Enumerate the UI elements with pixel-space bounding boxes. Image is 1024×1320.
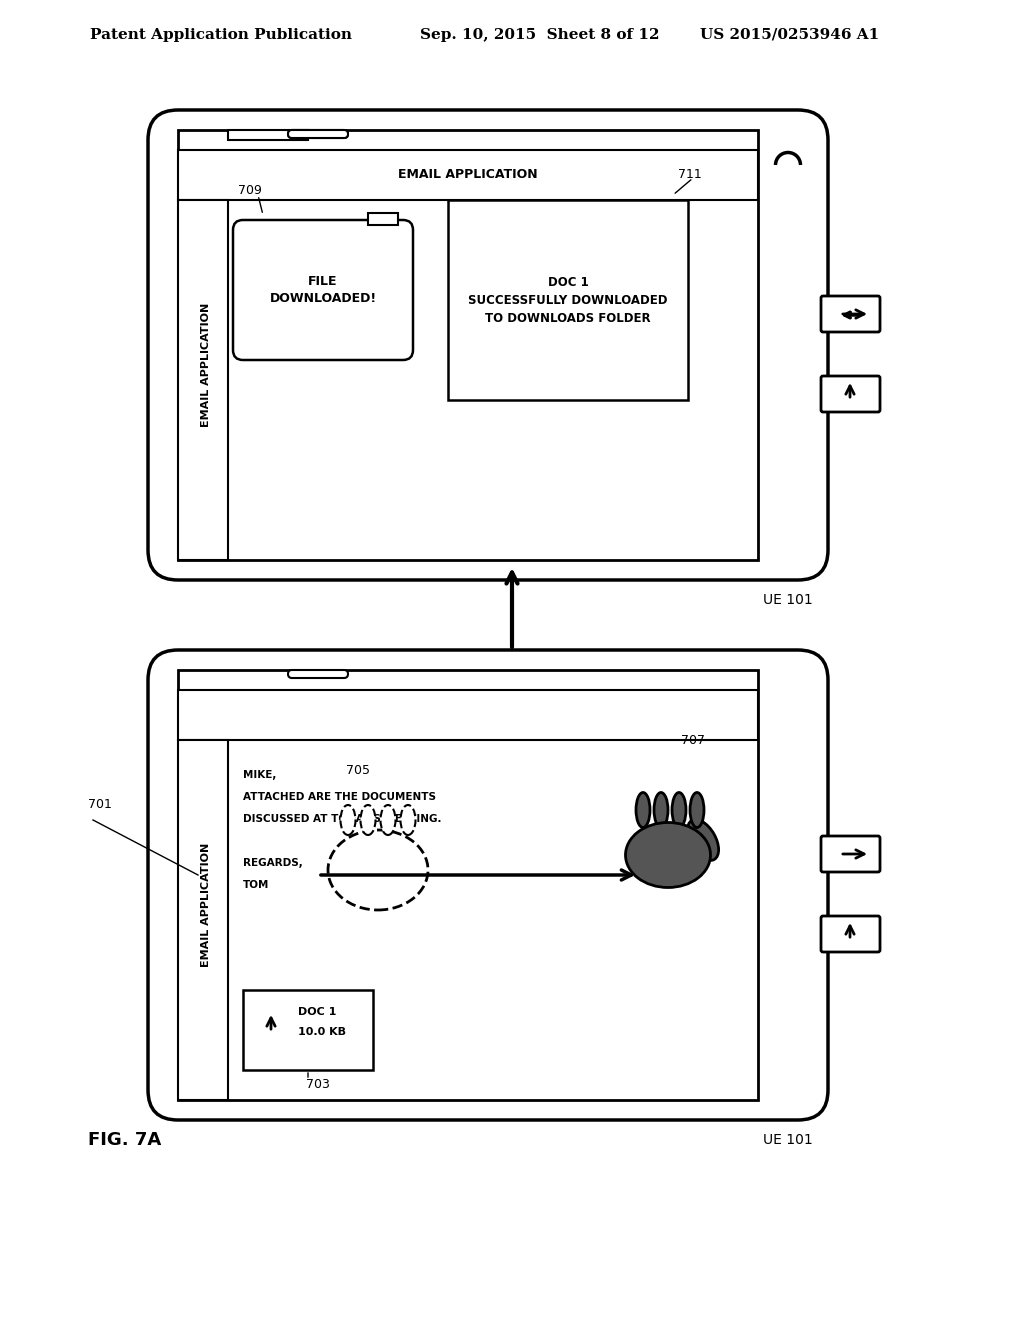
- Ellipse shape: [400, 805, 416, 836]
- Text: 711: 711: [678, 169, 701, 181]
- Ellipse shape: [687, 820, 719, 861]
- Text: EMAIL APPLICATION: EMAIL APPLICATION: [201, 843, 211, 968]
- Text: DOC 1
SUCCESSFULLY DOWNLOADED
TO DOWNLOADS FOLDER: DOC 1 SUCCESSFULLY DOWNLOADED TO DOWNLOA…: [468, 276, 668, 325]
- Text: US 2015/0253946 A1: US 2015/0253946 A1: [700, 28, 880, 42]
- Bar: [178, 690, 758, 741]
- FancyBboxPatch shape: [148, 649, 828, 1119]
- Ellipse shape: [341, 805, 355, 836]
- Text: FILE
DOWNLOADED!: FILE DOWNLOADED!: [269, 275, 377, 305]
- Ellipse shape: [381, 805, 395, 836]
- Text: 703: 703: [306, 1078, 330, 1092]
- Ellipse shape: [360, 805, 376, 836]
- Ellipse shape: [636, 792, 650, 828]
- Ellipse shape: [690, 792, 705, 828]
- FancyBboxPatch shape: [821, 296, 880, 333]
- Bar: [449, 201, 688, 400]
- Bar: [178, 150, 758, 201]
- Text: 707: 707: [681, 734, 705, 747]
- Ellipse shape: [672, 792, 686, 828]
- Text: 705: 705: [346, 763, 370, 776]
- Text: 709: 709: [238, 183, 262, 197]
- Text: Sep. 10, 2015  Sheet 8 of 12: Sep. 10, 2015 Sheet 8 of 12: [420, 28, 659, 42]
- Bar: [178, 671, 758, 1100]
- Text: FIG. 7A: FIG. 7A: [88, 1131, 161, 1148]
- FancyBboxPatch shape: [821, 916, 880, 952]
- FancyBboxPatch shape: [148, 110, 828, 579]
- FancyBboxPatch shape: [233, 220, 413, 360]
- Ellipse shape: [328, 830, 428, 909]
- Bar: [178, 741, 228, 1100]
- FancyBboxPatch shape: [821, 836, 880, 873]
- Ellipse shape: [626, 822, 711, 887]
- Text: DISCUSSED AT TODAY'S MEETING.: DISCUSSED AT TODAY'S MEETING.: [243, 814, 441, 824]
- Bar: [228, 129, 308, 140]
- Text: DOC 1: DOC 1: [298, 1007, 336, 1016]
- FancyBboxPatch shape: [288, 129, 348, 139]
- Text: ATTACHED ARE THE DOCUMENTS: ATTACHED ARE THE DOCUMENTS: [243, 792, 436, 803]
- Text: TOM: TOM: [243, 880, 269, 890]
- Text: 701: 701: [88, 799, 112, 812]
- FancyBboxPatch shape: [288, 129, 348, 139]
- Text: Patent Application Publication: Patent Application Publication: [90, 28, 352, 42]
- Text: 10.0 KB: 10.0 KB: [298, 1027, 346, 1038]
- FancyBboxPatch shape: [288, 671, 348, 678]
- Ellipse shape: [654, 792, 668, 828]
- Text: UE 101: UE 101: [763, 593, 813, 607]
- Text: EMAIL APPLICATION: EMAIL APPLICATION: [201, 302, 211, 428]
- Bar: [368, 213, 398, 224]
- Text: MIKE,: MIKE,: [243, 770, 276, 780]
- Bar: [178, 129, 758, 560]
- Text: UE 101: UE 101: [763, 1133, 813, 1147]
- FancyBboxPatch shape: [821, 376, 880, 412]
- Bar: [178, 201, 228, 560]
- Text: REGARDS,: REGARDS,: [243, 858, 303, 869]
- Text: EMAIL APPLICATION: EMAIL APPLICATION: [398, 169, 538, 181]
- Bar: [243, 990, 373, 1071]
